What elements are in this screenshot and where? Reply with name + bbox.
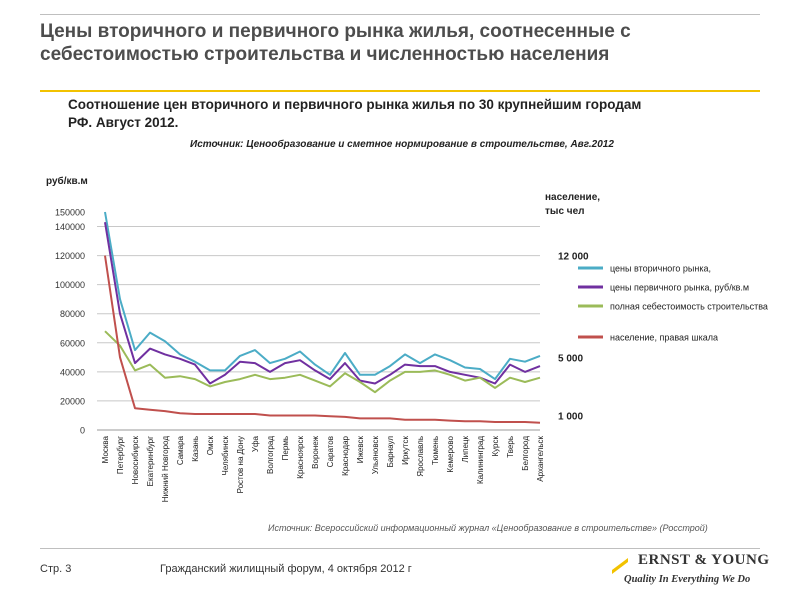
slide-title: Цены вторичного и первичного рынка жилья…	[40, 21, 631, 65]
series-line	[104, 330, 541, 394]
x-tick-label: Ярославль	[416, 436, 425, 477]
x-tick-label: Кемерово	[446, 435, 455, 472]
x-tick-label: Курск	[491, 436, 500, 457]
x-tick-label: Самара	[176, 435, 185, 465]
title-underline	[40, 90, 760, 92]
y-axis-unit-label: руб/кв.м	[46, 175, 88, 187]
x-tick-label: Саратов	[326, 436, 335, 467]
x-tick-label: Калининград	[476, 436, 485, 484]
x-tick-label: Ростов на Дону	[236, 436, 245, 493]
logo-beam-icon	[612, 558, 628, 574]
x-tick-label: Казань	[191, 436, 200, 462]
x-tick-label: Тюмень	[431, 436, 440, 465]
y-tick-label: 150000	[55, 208, 85, 218]
x-tick-label: Барнаул	[386, 436, 395, 468]
x-tick-label: Омск	[206, 436, 215, 456]
series-line	[104, 211, 541, 381]
legend-label: цены вторичного рынка,	[610, 264, 711, 274]
y-tick-label: 140000	[55, 222, 85, 232]
brand-tagline: Quality In Everything We Do	[624, 574, 751, 585]
x-tick-label: Воронеж	[311, 435, 320, 468]
chart-title: Соотношение цен вторичного и первичного …	[68, 97, 642, 130]
x-tick-label: Краснодар	[341, 435, 350, 475]
series-line	[104, 255, 541, 424]
x-tick-label: Волгоград	[266, 436, 275, 474]
legend-label: цены первичного рынка, руб/кв.м	[610, 283, 749, 293]
top-divider	[40, 14, 760, 15]
brand-name: ERNST & YOUNG	[638, 552, 770, 568]
y-tick-label: 80000	[60, 309, 85, 319]
x-tick-label: Ульяновск	[371, 436, 380, 475]
chart-source-top: Источник: Ценообразование и сметное норм…	[190, 139, 614, 150]
x-tick-label: Липецк	[461, 436, 470, 463]
x-tick-label: Челябинск	[221, 436, 230, 476]
x-tick-label: Москва	[101, 435, 110, 463]
right-axis-label-line1: население,	[545, 192, 600, 203]
x-tick-label: Белгород	[521, 436, 530, 471]
x-tick-label: Ижевск	[356, 436, 365, 464]
legend-label: полная себестоимость строительства	[610, 302, 768, 312]
series-line	[104, 222, 541, 385]
x-tick-label: Красноярск	[296, 436, 305, 479]
x-tick-label: Иркутск	[401, 436, 410, 465]
x-tick-label: Архангельск	[536, 436, 545, 482]
ernst-young-logo: ERNST & YOUNG Quality In Everything We D…	[610, 552, 770, 592]
x-tick-label: Петербург	[116, 436, 125, 474]
legend-label: население, правая шкала	[610, 333, 718, 343]
right-tick-label: 12 000	[558, 252, 589, 263]
y-tick-label: 20000	[60, 396, 85, 406]
x-tick-label: Уфа	[251, 435, 260, 452]
x-tick-label: Пермь	[281, 436, 290, 460]
y-tick-label: 60000	[60, 338, 85, 348]
chart-source-bottom: Источник: Всероссийский информационный ж…	[268, 523, 708, 533]
footer-event-text: Гражданский жилищный форум, 4 октября 20…	[160, 563, 412, 575]
y-tick-label: 0	[80, 426, 85, 436]
page-number: Стр. 3	[40, 563, 72, 575]
x-tick-label: Тверь	[506, 436, 515, 458]
y-tick-label: 40000	[60, 367, 85, 377]
x-tick-label: Новосибирск	[131, 436, 140, 485]
right-tick-label: 5 000	[558, 353, 583, 364]
x-tick-label: Екатеринбург	[146, 436, 155, 486]
right-tick-label: 1 000	[558, 411, 583, 422]
footer-divider	[40, 548, 760, 549]
y-tick-label: 100000	[55, 280, 85, 290]
y-tick-label: 120000	[55, 251, 85, 261]
right-axis-label-line2: тыс чел	[545, 206, 585, 217]
x-tick-label: Нижний Новгород	[161, 436, 170, 503]
